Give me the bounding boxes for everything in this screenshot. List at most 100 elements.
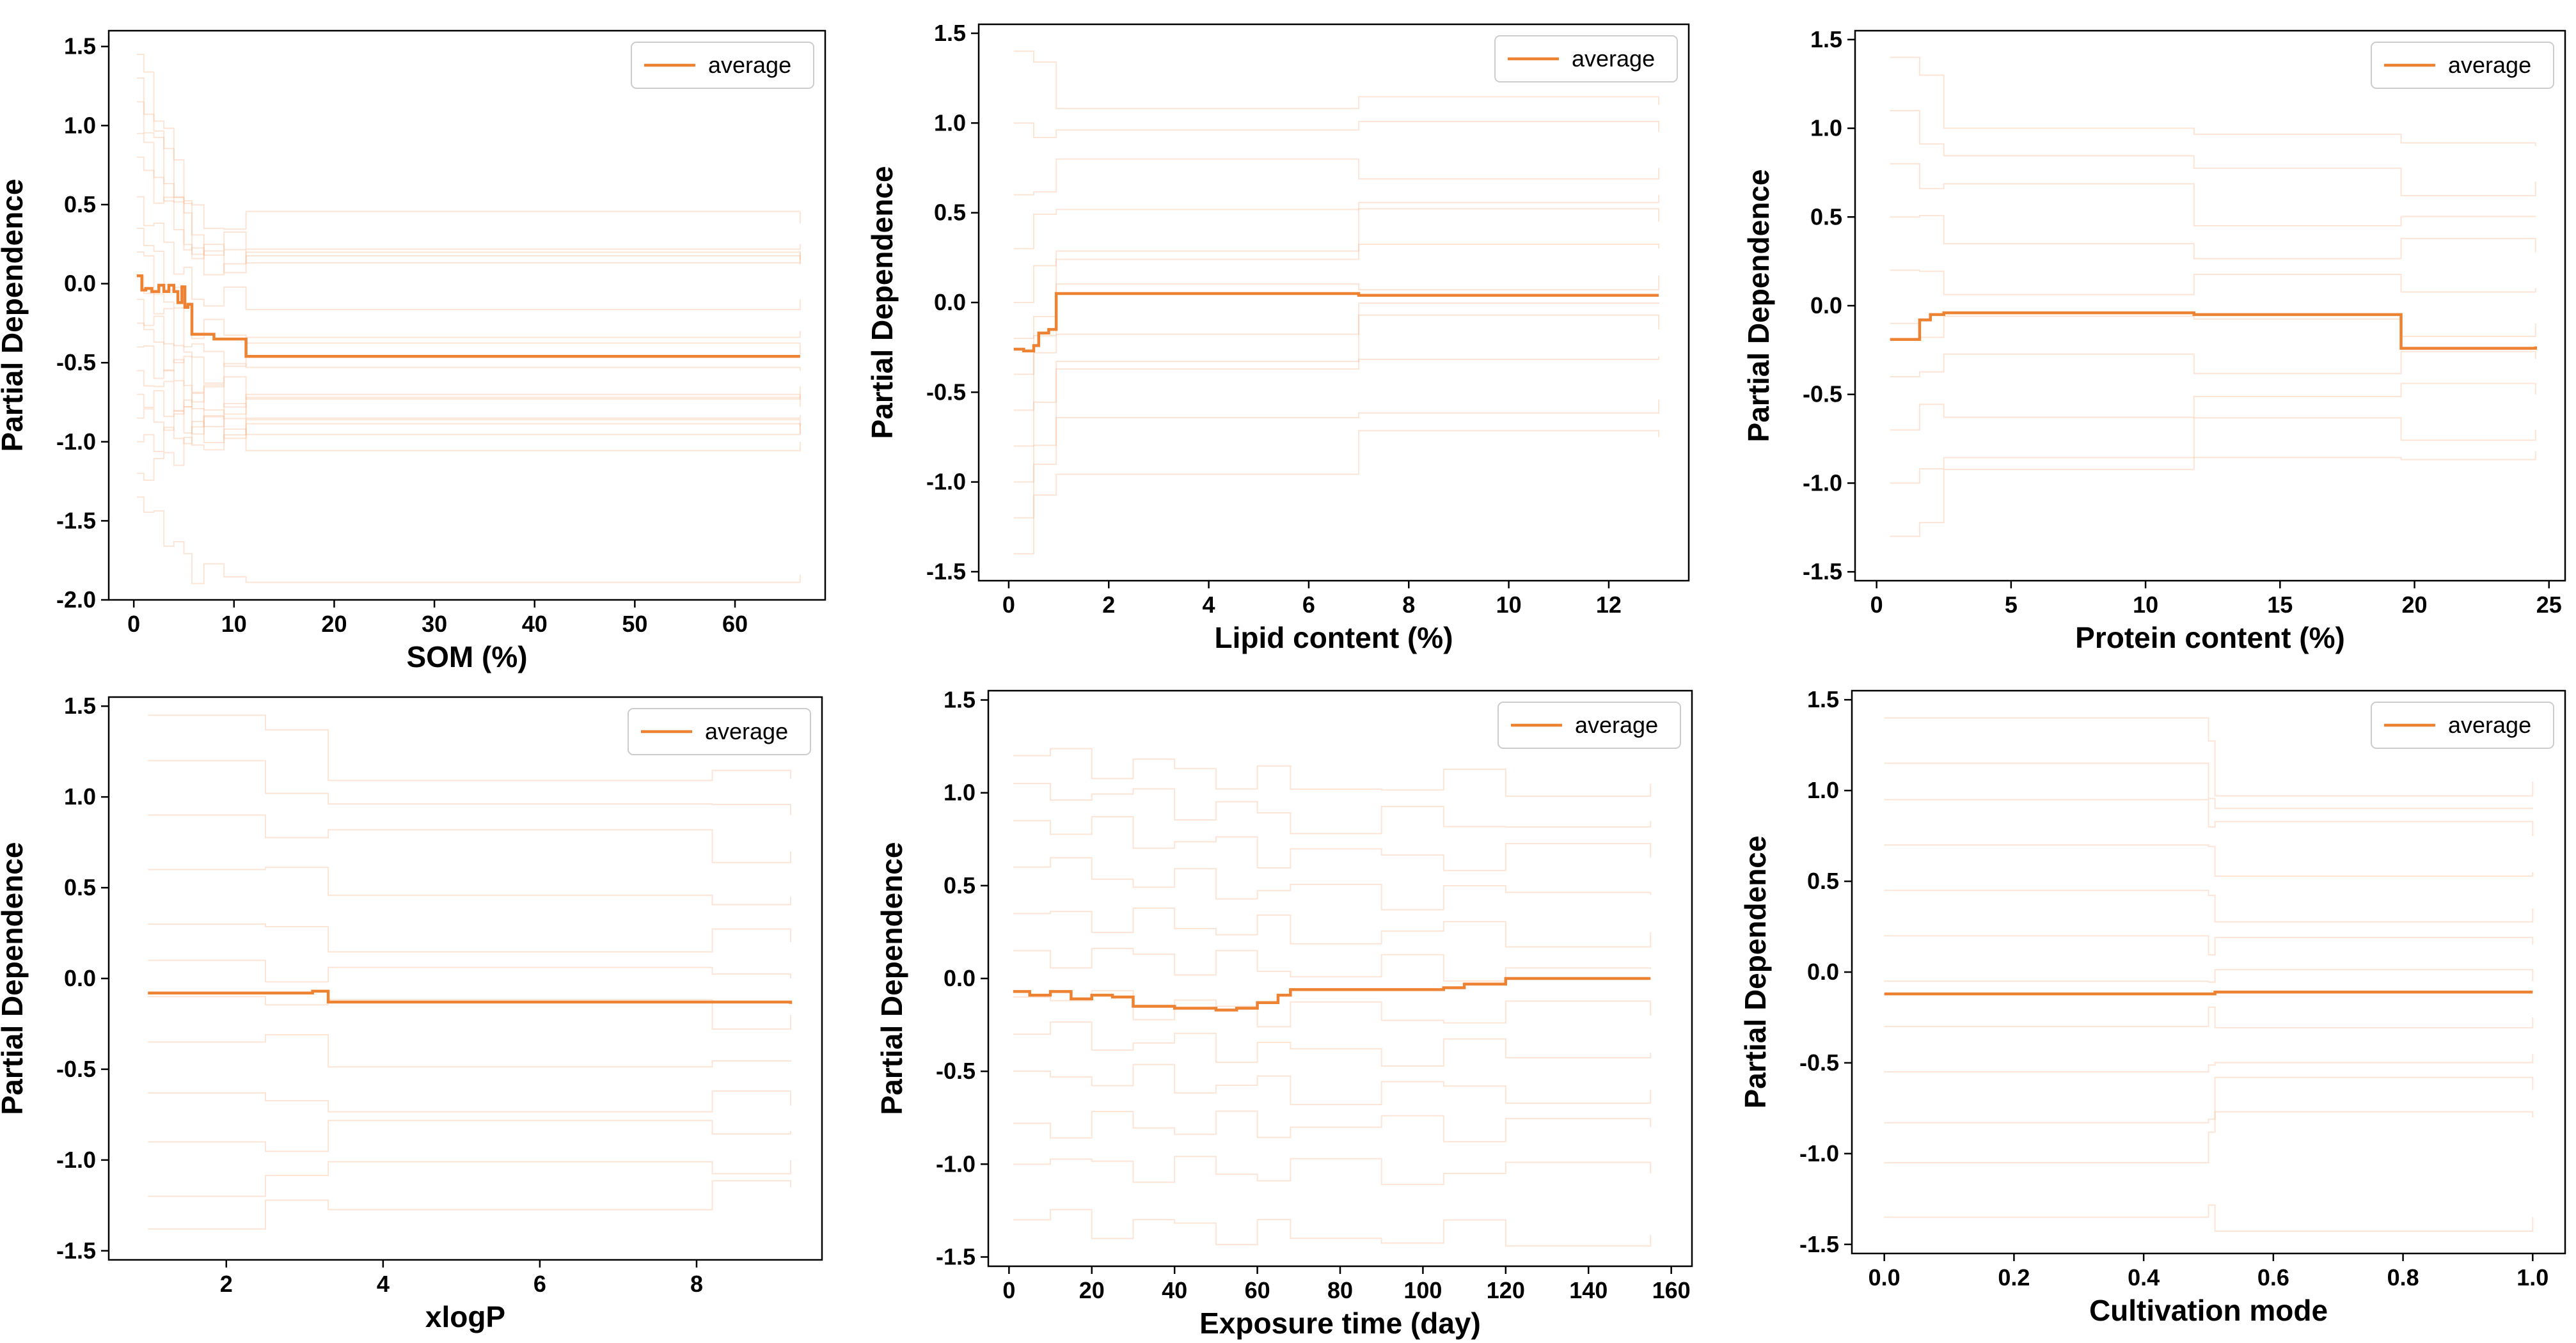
y-tick-label: -1.5 [1803,558,1842,585]
ice-line [148,923,791,953]
ice-line [1013,816,1652,872]
x-tick-label: 4 [1203,592,1215,618]
ice-line [1013,194,1660,249]
y-tick-label: 0.5 [944,872,976,899]
plot-area [136,54,801,585]
ice-line [1013,1021,1652,1067]
x-axis-label: Exposure time (day) [1199,1307,1481,1340]
average-line [1013,292,1659,353]
x-tick-label: 100 [1403,1277,1442,1303]
ice-line [1890,56,2536,146]
y-tick-label: 0.5 [64,191,96,217]
ice-line [136,132,801,274]
ice-line [1013,430,1660,554]
x-tick-label: 12 [1596,592,1622,618]
x-tick-label: 20 [321,611,347,637]
ice-line [136,77,801,256]
y-axis-label: Partial Dependence [865,166,899,439]
ice-line [1884,1111,2534,1164]
plot-area [148,714,793,1230]
ice-line [136,251,801,367]
ice-line [136,428,801,481]
ice-line [148,760,791,815]
x-tick-label: 0.2 [1998,1264,2030,1291]
ice-line [1890,350,2536,377]
legend-label: average [2448,712,2531,738]
x-tick-label: 0 [1870,592,1883,618]
y-tick-label: 1.0 [944,780,976,806]
ice-line [136,370,801,428]
ice-line [1884,762,2534,810]
ice-line [1013,399,1660,519]
y-tick-label: 0.0 [944,965,976,991]
ice-line [1013,748,1652,797]
legend: average [1497,702,1681,749]
x-tick-label: 6 [533,1271,546,1297]
x-tick-label: 5 [2005,592,2018,618]
axes-frame [977,23,1690,582]
ice-line [148,1090,791,1113]
x-tick-label: 120 [1487,1277,1525,1303]
legend-box [1494,35,1678,82]
x-tick-label: 6 [1302,592,1315,618]
x-tick-label: 0.8 [2387,1264,2419,1291]
ice-line [1884,1053,2534,1073]
y-tick-label: 1.0 [1807,777,1839,803]
ice-line [1884,1204,2534,1232]
average-line [1013,977,1651,1012]
ice-line [136,345,801,415]
ice-line [136,421,801,452]
x-tick-label: 0.6 [2257,1264,2289,1291]
x-tick-label: 40 [1162,1277,1187,1303]
x-tick-label: 140 [1569,1277,1608,1303]
legend: average [2371,702,2554,749]
axes-frame [107,29,826,601]
ice-line [1890,109,2536,196]
y-tick-label: 1.0 [64,783,96,810]
y-tick-label: 1.0 [934,109,966,136]
y-tick-label: -1.5 [56,1237,96,1264]
ice-line [1013,158,1660,196]
ice-line [1884,935,2534,956]
ice-line [148,814,791,863]
y-tick-label: -0.5 [56,349,96,375]
ice-line [1013,314,1660,447]
y-tick-label: 0.5 [934,200,966,226]
x-tick-label: 4 [377,1271,390,1297]
average-line [1884,990,2533,996]
y-tick-label: 1.5 [934,20,966,46]
ice-line [1013,51,1660,109]
pd-panel-3: 0 5 10 15 20 25 -1.5 -1.0 -0.5 0.0 0.5 1.0 1.5 Protei… [1742,26,2566,654]
y-tick-label: 1.0 [64,112,96,138]
y-tick-label: -1.0 [926,469,966,495]
ice-line [1890,382,2536,431]
x-tick-label: 160 [1652,1277,1691,1303]
x-tick-label: 8 [690,1271,703,1297]
ice-line [148,867,791,906]
y-tick-label: -1.5 [1799,1231,1839,1257]
plot-area [1884,717,2534,1232]
y-tick-label: 0.0 [1807,959,1839,985]
x-tick-label: 0 [1002,1277,1015,1303]
ice-line [1890,269,2536,295]
legend: average [1494,35,1678,82]
ice-line [1013,857,1652,911]
ice-line [1890,163,2536,226]
legend: average [628,708,811,755]
y-tick-label: 0.5 [64,874,96,900]
y-tick-label: -0.5 [56,1056,96,1082]
ice-line [1890,451,2536,537]
y-tick-label: 0.5 [1807,868,1839,894]
x-axis-label: Lipid content (%) [1214,621,1453,654]
legend-label: average [1572,45,1655,72]
ice-line [148,1180,791,1230]
ice-line [148,959,791,983]
y-tick-label: 1.5 [1807,686,1839,712]
axes-frame [1854,29,2566,582]
x-tick-label: 2 [220,1271,233,1297]
x-tick-label: 0.0 [1869,1264,1900,1291]
x-tick-label: 80 [1327,1277,1353,1303]
y-tick-label: -0.5 [936,1058,976,1084]
ice-line [148,714,791,781]
x-tick-label: 1.0 [2517,1264,2548,1291]
